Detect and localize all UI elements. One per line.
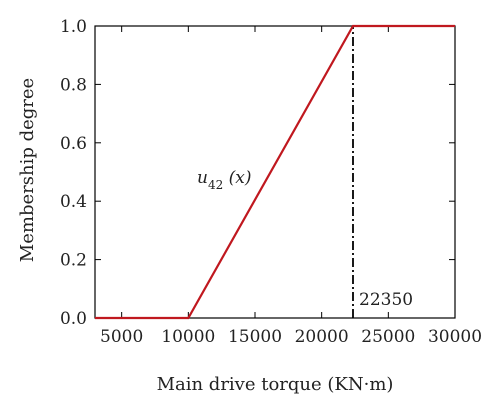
x-axis-ticks: 5000 10000 15000 20000 25000 30000 — [100, 26, 482, 347]
series-line-u42 — [95, 24, 455, 320]
x-tick-label: 5000 — [100, 327, 143, 347]
vline-value-label: 22350 — [359, 290, 413, 310]
x-tick-label: 10000 — [161, 327, 215, 347]
x-tick-label: 25000 — [361, 327, 415, 347]
y-tick-label: 0.0 — [60, 309, 87, 329]
y-axis-title: Membership degree — [17, 78, 38, 262]
y-axis-ticks: 0.0 0.2 0.4 0.6 0.8 1.0 — [60, 17, 455, 329]
plot-frame — [94, 25, 456, 319]
y-tick-label: 0.4 — [60, 192, 87, 212]
curve-label-rest: (x) — [223, 168, 251, 188]
y-tick-label: 0.8 — [60, 75, 87, 95]
plot-area — [94, 25, 456, 319]
curve-label: u42 (x) — [197, 168, 252, 192]
x-tick-label: 15000 — [228, 327, 282, 347]
y-tick-label: 0.6 — [60, 134, 87, 154]
y-tick-label: 0.2 — [60, 251, 87, 271]
x-tick-label: 20000 — [295, 327, 349, 347]
x-axis-title: Main drive torque (KN·m) — [157, 374, 394, 395]
y-tick-label: 1.0 — [60, 17, 87, 37]
curve-label-sub: 42 — [208, 178, 223, 192]
series-layer — [95, 24, 455, 320]
x-tick-label: 30000 — [428, 327, 482, 347]
curve-label-main: u — [197, 168, 208, 188]
